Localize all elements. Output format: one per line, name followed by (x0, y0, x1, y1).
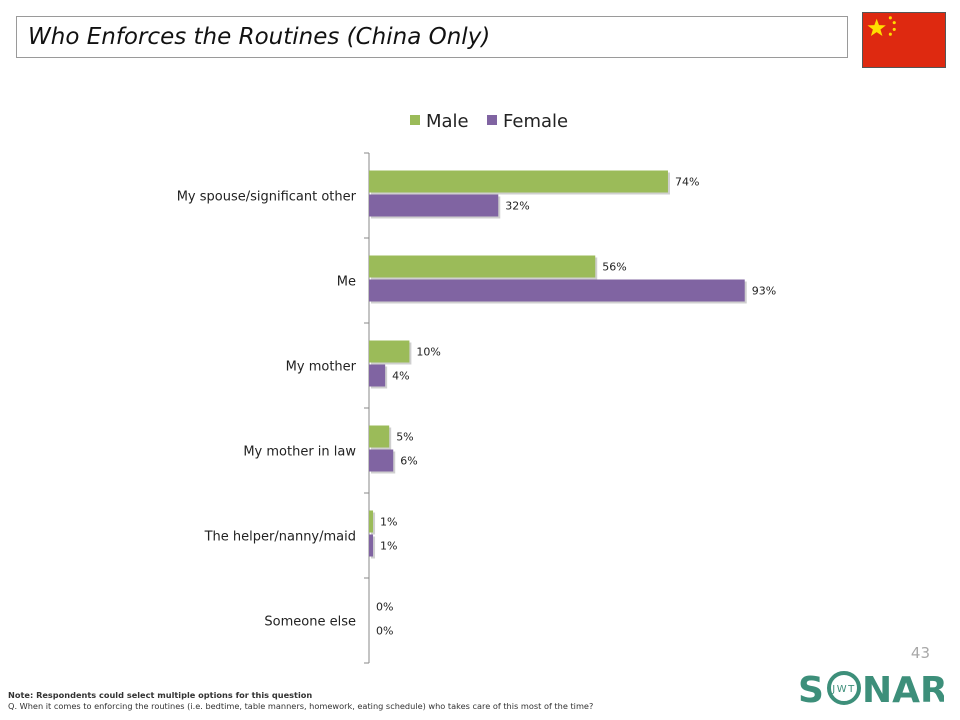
bar-female (369, 449, 394, 472)
chart-axis (364, 152, 370, 664)
bar-male (369, 255, 596, 278)
data-label-male: 1% (380, 516, 397, 529)
data-label-female: 6% (400, 455, 417, 468)
bar-male (369, 425, 390, 448)
data-label-female: 32% (505, 200, 529, 213)
legend-label-female: Female (503, 111, 568, 132)
data-label-male: 10% (416, 346, 440, 359)
bar-female (369, 534, 374, 557)
bar-male (369, 510, 374, 533)
footnote-question: Q. When it comes to enforcing the routin… (8, 701, 594, 711)
chart-bars: My spouse/significant other 74% 32% Me 56% 93… (177, 170, 776, 638)
china-flag-icon (862, 12, 946, 68)
data-label-female: 0% (376, 625, 393, 638)
footnotes: Note: Respondents could select multiple … (8, 690, 788, 712)
bar-female (369, 279, 745, 302)
category-label: The helper/nanny/maid (204, 530, 356, 545)
legend-swatch-male (410, 115, 420, 125)
bar-female (369, 364, 386, 387)
svg-text:JWT: JWT (831, 684, 855, 695)
page-title: Who Enforces the Routines (China Only) (28, 24, 491, 50)
bar-male (369, 170, 668, 193)
category-label: Me (337, 275, 356, 290)
data-label-male: 74% (675, 176, 699, 189)
page-number: 43 (910, 644, 930, 662)
chart-legend: Male Female (410, 111, 568, 132)
data-label-female: 1% (380, 540, 397, 553)
category-label: Someone else (264, 615, 356, 630)
legend-swatch-female (487, 115, 497, 125)
svg-text:S: S (798, 670, 824, 710)
bar-chart: Male Female My spouse/significant other 74… (177, 111, 776, 664)
bar-male (369, 340, 410, 363)
data-label-female: 4% (392, 370, 409, 383)
category-label: My spouse/significant other (177, 190, 357, 205)
legend-label-male: Male (426, 111, 469, 132)
bar-female (369, 194, 499, 217)
svg-text:NAR: NAR (862, 670, 944, 710)
category-label: My mother (286, 360, 357, 375)
category-label: My mother in law (243, 445, 356, 460)
data-label-male: 5% (396, 431, 413, 444)
footnote-note: Note: Respondents could select multiple … (8, 690, 313, 700)
title-box: Who Enforces the Routines (China Only) (16, 16, 848, 58)
data-label-female: 93% (752, 285, 776, 298)
data-label-male: 56% (602, 261, 626, 274)
data-label-male: 0% (376, 601, 393, 614)
sonar-logo: S JWT NAR (798, 670, 944, 710)
